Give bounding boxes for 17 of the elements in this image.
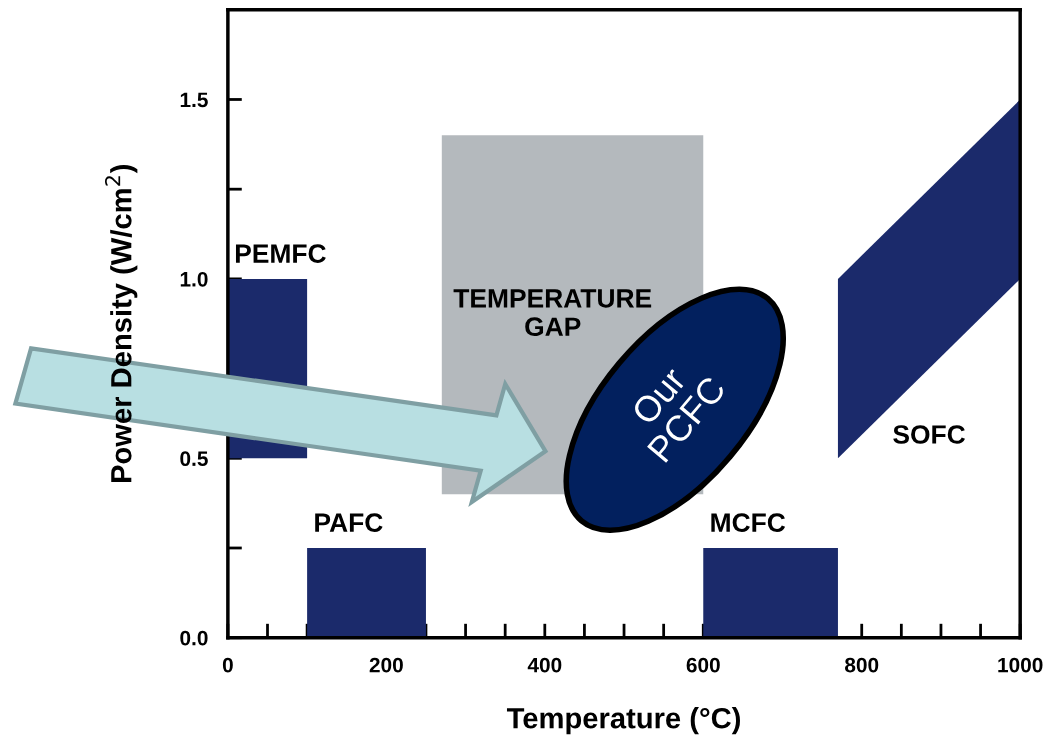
y-axis-title: Power Density (W/cm$^{2}$) — [104, 165, 138, 483]
y-tick-label: 1.0 — [180, 271, 208, 287]
y-tick-label: 0.5 — [180, 451, 208, 467]
x-tick-label: 600 — [686, 657, 720, 673]
series-label: MCFC — [711, 513, 786, 533]
x-tick-label: 800 — [845, 657, 879, 673]
series-label: TEMPERATURE GAP — [453, 289, 652, 337]
y-tick-label: 1.5 — [180, 92, 208, 108]
series-label: PEMFC — [235, 244, 326, 263]
x-tick-label: 1000 — [998, 657, 1043, 673]
x-axis-title: Temperature (°C) — [506, 707, 740, 735]
y-tick-label: 0.0 — [180, 630, 208, 646]
series-label: PAFC — [315, 513, 383, 533]
x-tick-label: 0 — [222, 657, 233, 673]
series-label: SOFC — [893, 425, 965, 444]
x-tick-label: 400 — [527, 657, 562, 673]
x-tick-label: 200 — [369, 657, 403, 673]
